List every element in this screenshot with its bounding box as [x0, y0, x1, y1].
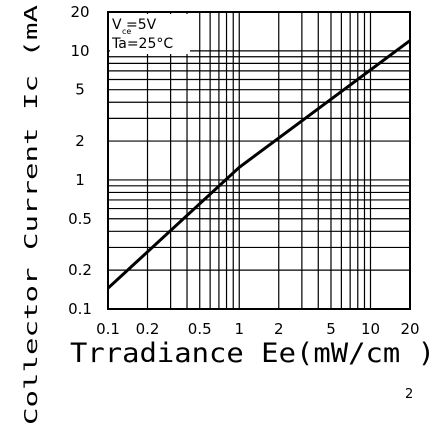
x-tick-label: 20	[400, 320, 419, 338]
x-axis-label: Trradiance Ee(mW/cm )	[70, 338, 435, 369]
y-tick-label: 1	[75, 171, 85, 189]
x-tick-label: 1	[234, 320, 244, 338]
y-tick-label: 10	[70, 42, 89, 60]
condition-ta: Ta=25°C	[111, 36, 173, 52]
x-tick-label: 2	[274, 320, 284, 338]
y-axis-label: Collector Current Ic (mA	[21, 5, 42, 425]
y-tick-labels: 0.1 0.2 0.5 1 2 5 10 20	[68, 3, 92, 318]
x-axis-label-superscript: 2	[405, 387, 413, 402]
plot-frame	[107, 11, 411, 310]
x-tick-labels: 0.1 0.2 0.5 1 2 5 10 20	[96, 320, 419, 338]
y-tick-label: 0.5	[68, 210, 92, 228]
y-tick-label: 0.2	[68, 261, 92, 279]
x-tick-label: 0.1	[96, 320, 120, 338]
y-tick-label: 0.1	[68, 300, 92, 318]
x-tick-label: 0.2	[136, 320, 160, 338]
y-tick-label: 5	[75, 81, 85, 99]
chart-grid	[108, 12, 410, 309]
condition-vce: V =5V	[112, 17, 157, 33]
y-tick-label: 2	[75, 132, 85, 150]
x-tick-label: 10	[361, 320, 380, 338]
condition-vce-subscript: ce	[122, 27, 131, 36]
x-tick-label: 5	[326, 320, 336, 338]
y-tick-label: 20	[70, 3, 89, 21]
x-tick-label: 0.5	[188, 320, 212, 338]
legend-box	[110, 14, 190, 54]
series-line	[106, 39, 411, 290]
